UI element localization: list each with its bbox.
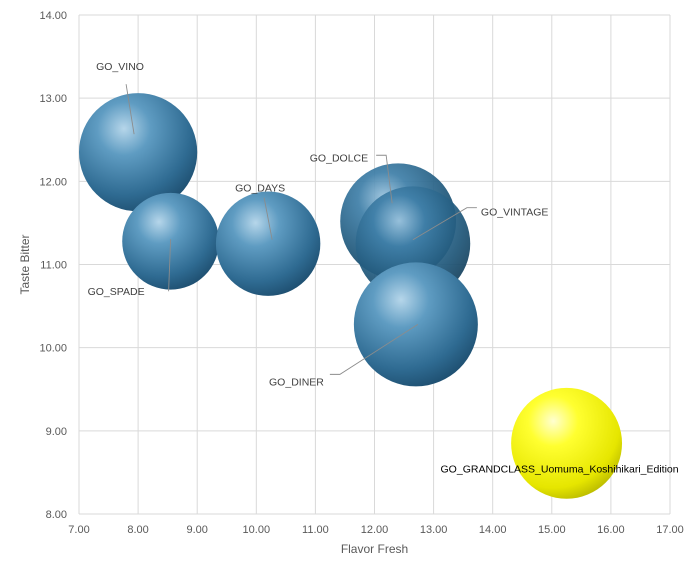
x-tick-label: 9.00	[186, 524, 207, 536]
leader-line	[376, 154, 393, 204]
data-label: GO_VINO	[96, 61, 144, 73]
x-tick-label: 10.00	[243, 524, 271, 536]
x-tick-label: 12.00	[361, 524, 389, 536]
x-tick-label: 11.00	[302, 524, 329, 536]
y-tick-label: 8.00	[46, 509, 67, 521]
leader-line	[329, 324, 419, 375]
x-tick-label: 13.00	[420, 524, 448, 536]
y-tick-label: 10.00	[39, 343, 67, 355]
data-label: GO_GRANDCLASS_Uomuma_Koshihikari_Edition	[441, 463, 679, 475]
leader-line	[263, 197, 273, 240]
bubble-go-grandclass-uomuma-koshihikari-edition	[511, 387, 623, 499]
y-tick-label: 11.00	[40, 260, 67, 272]
data-label: GO_DAYS	[235, 183, 285, 195]
leader-line	[125, 84, 135, 135]
data-label: GO_DINER	[269, 376, 324, 388]
x-axis-title: Flavor Fresh	[341, 542, 408, 556]
bubble-go-days	[215, 191, 321, 296]
x-tick-label: 15.00	[538, 524, 566, 536]
y-axis-title: Taste Bitter	[18, 234, 32, 294]
data-label: GO_VINTAGE	[481, 207, 549, 219]
y-tick-label: 12.00	[39, 176, 67, 188]
data-label: GO_DOLCE	[310, 152, 368, 164]
leader-line	[168, 239, 172, 292]
y-tick-label: 13.00	[39, 93, 67, 105]
x-tick-label: 14.00	[479, 524, 507, 536]
x-tick-label: 8.00	[127, 524, 148, 536]
bubble-go-vino	[78, 93, 198, 212]
y-tick-label: 14.00	[39, 10, 67, 22]
x-tick-label: 16.00	[597, 524, 625, 536]
tick-labels: 7.00 8.00 9.00 10.00 11.00 12.00 13.00 14.00 15.…	[39, 10, 683, 536]
data-label: GO_SPADE	[88, 286, 145, 298]
bubble-labels: GO_VINO GO_SPADE GO_DAYS GO_DOLCE GO_VINTAGE…	[88, 61, 679, 475]
x-tick-label: 7.00	[68, 524, 89, 536]
y-tick-label: 9.00	[46, 426, 67, 438]
leader-line	[412, 207, 477, 241]
bubble-go-diner	[353, 262, 478, 387]
bubbles	[78, 93, 623, 499]
x-tick-label: 17.00	[656, 524, 684, 536]
